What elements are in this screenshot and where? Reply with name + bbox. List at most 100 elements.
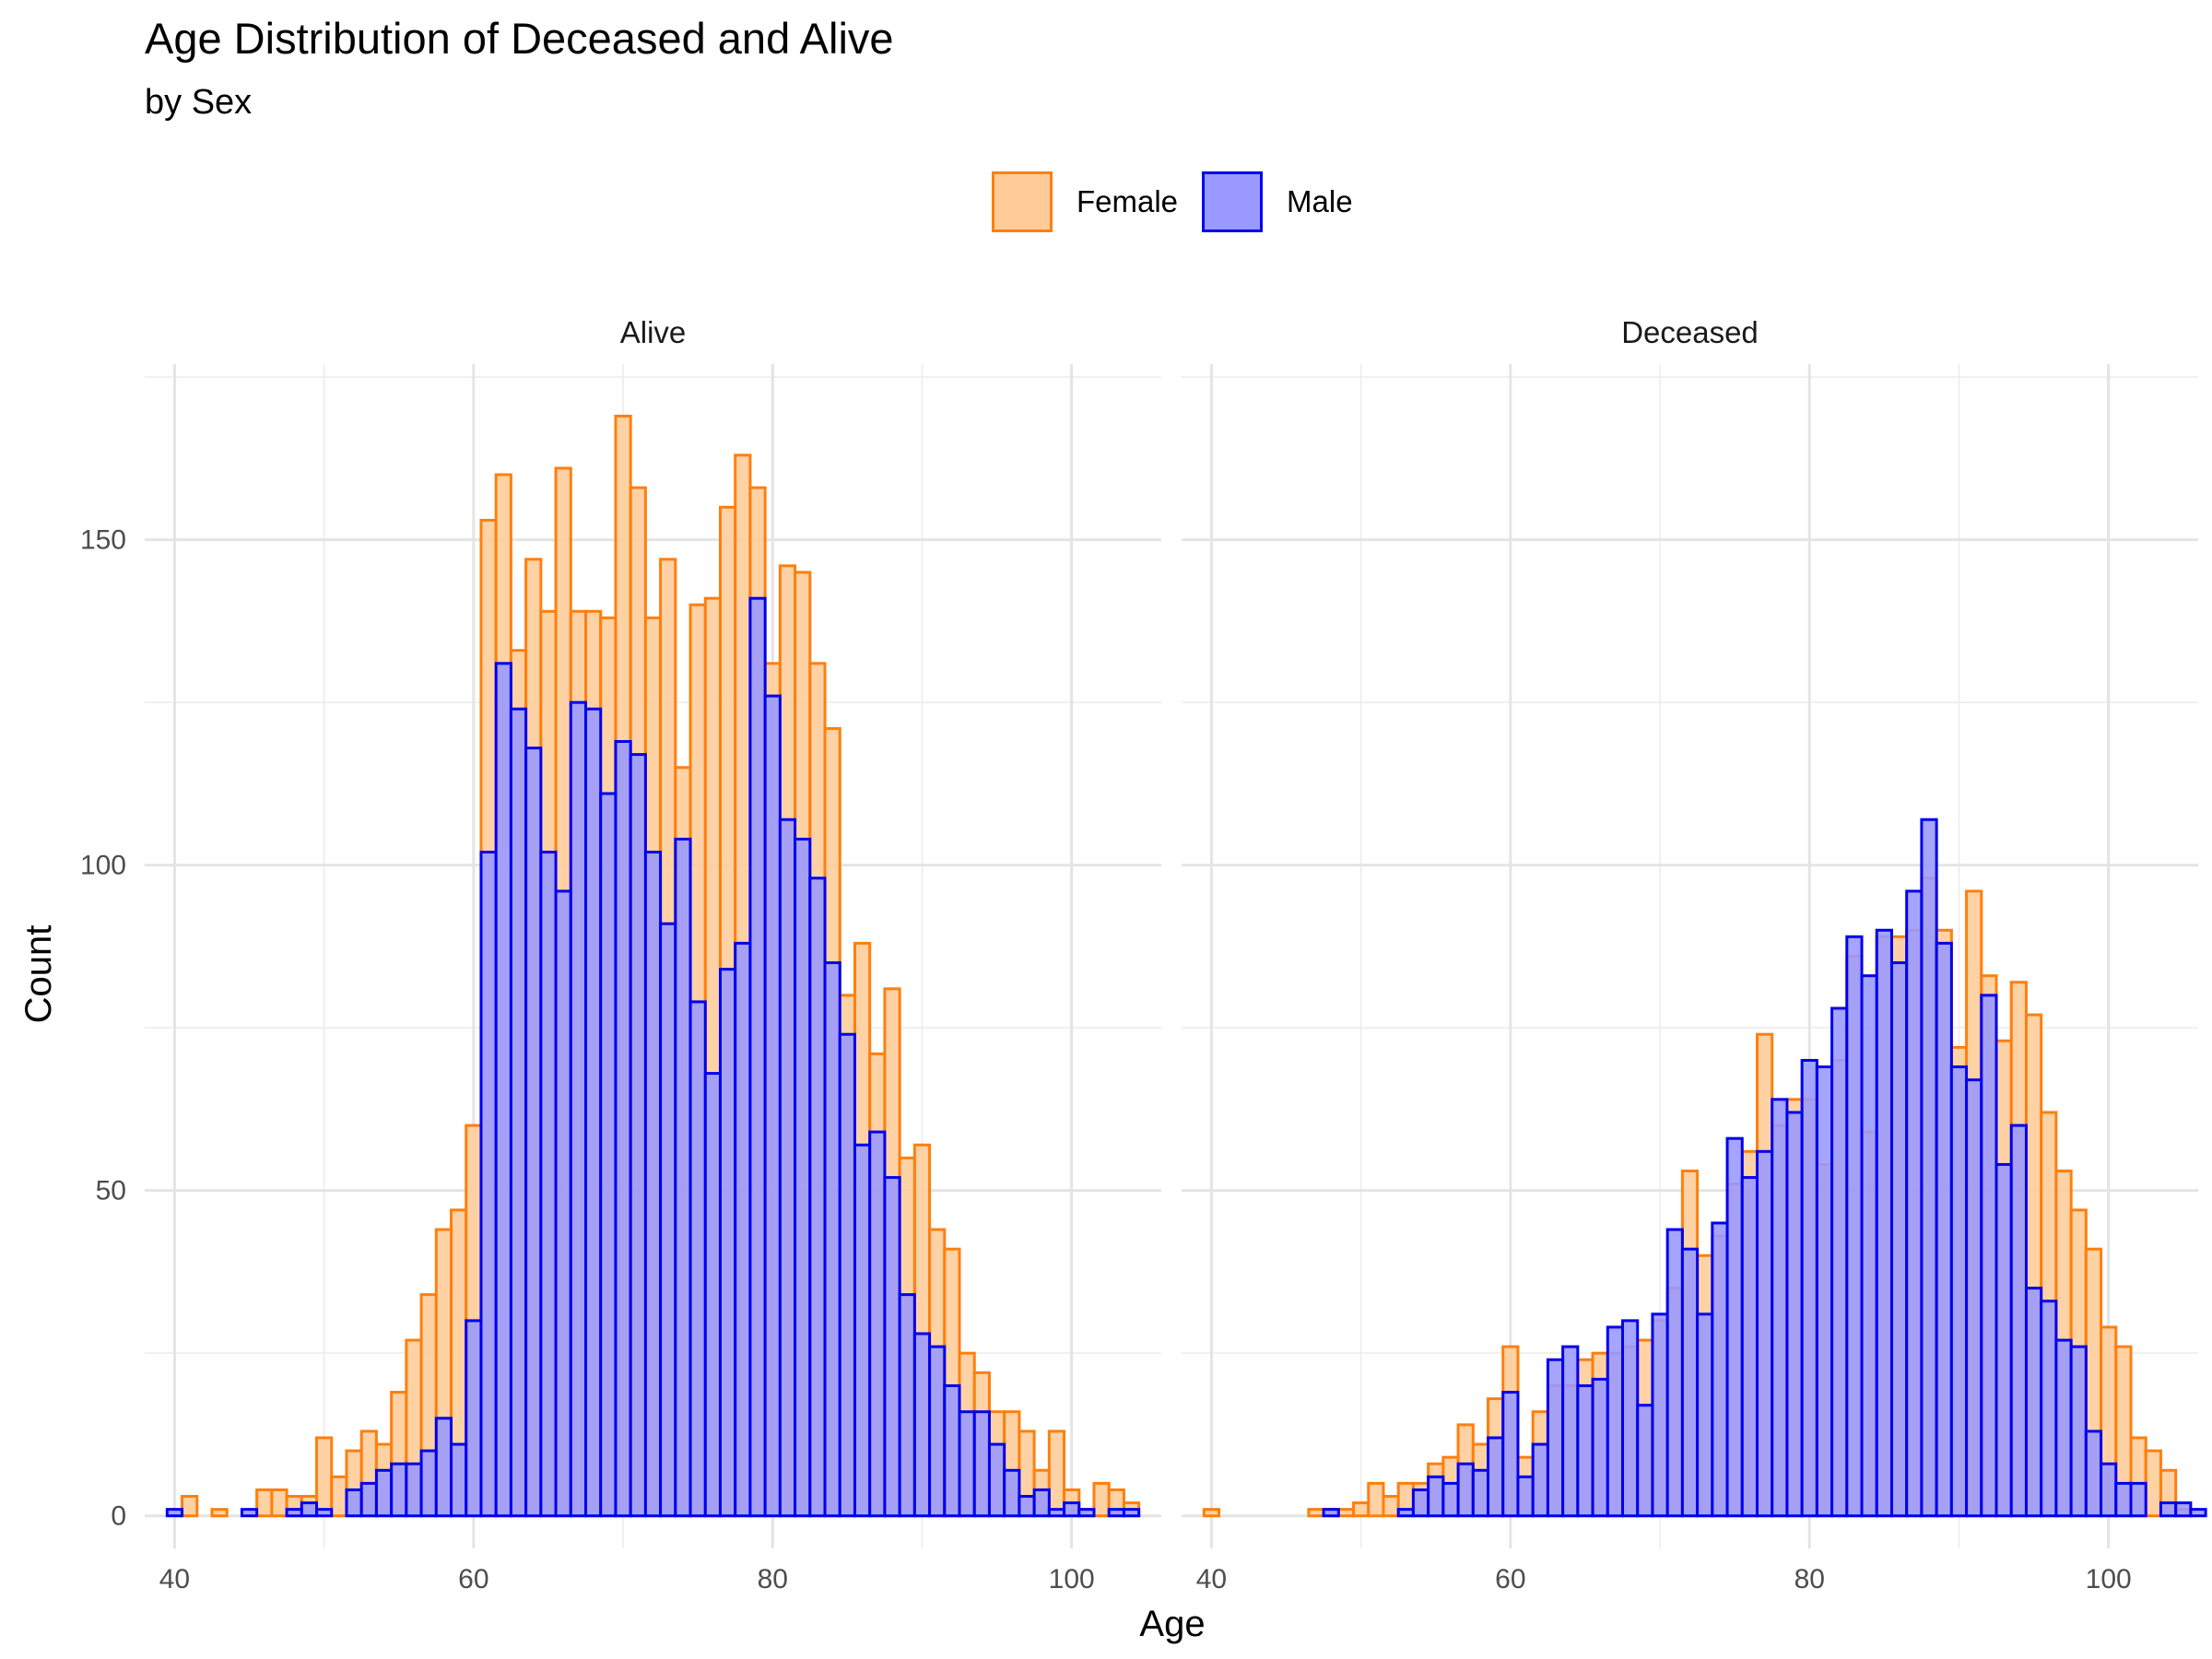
bar-deceased-male	[1680, 1247, 1700, 1518]
x-tick-label: 80	[1794, 1564, 1825, 1594]
bar-deceased-male	[1696, 1312, 1714, 1518]
bar-alive-male	[1107, 1508, 1125, 1518]
bar-alive-male	[763, 694, 782, 1518]
bar-alive-male	[898, 1293, 916, 1518]
bar-alive-male	[554, 889, 572, 1518]
bar-alive-male	[734, 941, 752, 1518]
x-tick-label: 80	[758, 1564, 788, 1594]
bar-alive-male	[405, 1462, 423, 1518]
bar-alive-male	[748, 596, 767, 1518]
bar-deceased-male	[2129, 1481, 2147, 1518]
bar-deceased-male	[1636, 1404, 1654, 1518]
bar-deceased-male	[1322, 1508, 1340, 1518]
bar-deceased-male	[1920, 818, 1938, 1518]
legend-label-male: Male	[1287, 184, 1353, 218]
bar-deceased-male	[1845, 935, 1864, 1518]
bar-alive-male	[883, 1176, 901, 1518]
bar-alive-male	[778, 818, 797, 1518]
bar-alive-male	[794, 837, 812, 1518]
bar-deceased-female	[1382, 1495, 1400, 1518]
bar-alive-male	[853, 1143, 872, 1518]
bar-alive-male	[300, 1501, 319, 1518]
bar-alive-male	[928, 1345, 947, 1518]
y-tick-label: 0	[111, 1501, 126, 1532]
bar-alive-male	[599, 792, 618, 1518]
bar-deceased-male	[2189, 1508, 2207, 1518]
bar-alive-male	[539, 851, 558, 1518]
bar-alive-female	[1047, 1430, 1066, 1518]
bar-alive-male	[359, 1481, 378, 1518]
bar-deceased-male	[2174, 1501, 2193, 1518]
bar-deceased-male	[1785, 1111, 1804, 1518]
bar-alive-male	[390, 1462, 408, 1518]
bar-alive-female	[330, 1475, 348, 1518]
bar-deceased-male	[1606, 1325, 1625, 1518]
bar-alive-male	[1032, 1488, 1051, 1518]
bar-deceased-male	[1561, 1345, 1580, 1518]
bar-alive-male	[823, 961, 841, 1518]
bar-deceased-male	[2114, 1481, 2133, 1518]
bar-deceased-male	[1396, 1508, 1415, 1518]
bar-alive-female	[181, 1495, 199, 1518]
bar-deceased-male	[1411, 1488, 1430, 1518]
series-alive-male	[165, 596, 1141, 1518]
bar-alive-male	[465, 1319, 483, 1518]
bar-alive-male	[285, 1508, 303, 1518]
bar-alive-male	[419, 1449, 438, 1518]
bar-alive-female	[270, 1488, 288, 1518]
bar-alive-male	[509, 707, 528, 1518]
bar-alive-female	[210, 1508, 229, 1518]
y-tick-label: 150	[80, 525, 126, 556]
bar-alive-male	[315, 1508, 334, 1518]
facet-label-alive: Alive	[620, 315, 687, 349]
x-tick-label: 100	[2086, 1564, 2132, 1594]
bar-deceased-male	[1725, 1136, 1744, 1518]
x-tick-label: 40	[1196, 1564, 1227, 1594]
bar-deceased-male	[1740, 1176, 1759, 1518]
axis-layer: Age Count Alive 40 60 80 100 Deceased 40 60 80 10…	[18, 315, 2132, 1644]
bar-alive-male	[643, 851, 663, 1518]
bar-deceased-female	[1367, 1481, 1385, 1518]
x-tick-label: 60	[458, 1564, 488, 1594]
bar-deceased-male	[1771, 1098, 1789, 1518]
bar-alive-male	[1047, 1508, 1066, 1518]
bar-alive-male	[165, 1508, 184, 1518]
bar-alive-male	[912, 1332, 932, 1518]
bar-deceased-male	[1889, 961, 1909, 1518]
bar-deceased-male	[1755, 1149, 1774, 1518]
bar-alive-male	[718, 968, 737, 1518]
bar-alive-male	[659, 922, 677, 1518]
bar-alive-male	[1063, 1501, 1081, 1518]
bar-deceased-male	[1487, 1436, 1505, 1518]
bar-deceased-male	[2054, 1338, 2073, 1518]
facet-label-deceased: Deceased	[1621, 315, 1759, 349]
bar-deceased-male	[2009, 1124, 2028, 1518]
bar-alive-male	[808, 877, 827, 1518]
bar-deceased-male	[1935, 941, 1953, 1518]
bar-alive-male	[569, 700, 588, 1518]
bar-deceased-male	[1651, 1312, 1669, 1518]
bar-alive-male	[1077, 1508, 1096, 1518]
bar-deceased-male	[1949, 1065, 1969, 1518]
bar-alive-male	[434, 1417, 453, 1518]
legend-key-male	[1202, 171, 1264, 232]
bar-deceased-male	[1576, 1383, 1594, 1518]
bar-alive-male	[958, 1410, 976, 1518]
bar-alive-male	[524, 747, 543, 1518]
chart-title: Age Distribution of Deceased and Alive	[145, 14, 894, 63]
bar-deceased-male	[2159, 1501, 2178, 1518]
bar-alive-male	[943, 1383, 961, 1518]
bar-alive-male	[688, 1000, 707, 1518]
bar-deceased-female	[1352, 1501, 1371, 1518]
bar-deceased-male	[2040, 1300, 2058, 1518]
bar-alive-male	[868, 1130, 887, 1518]
bar-deceased-female	[2144, 1449, 2162, 1518]
bar-alive-male	[494, 662, 512, 1518]
bar-deceased-male	[2100, 1462, 2118, 1518]
bar-alive-male	[584, 707, 603, 1518]
bar-alive-female	[1092, 1481, 1111, 1518]
bar-deceased-male	[1994, 1162, 2013, 1518]
bar-deceased-male	[1665, 1228, 1684, 1518]
bar-deceased-male	[1471, 1468, 1490, 1518]
